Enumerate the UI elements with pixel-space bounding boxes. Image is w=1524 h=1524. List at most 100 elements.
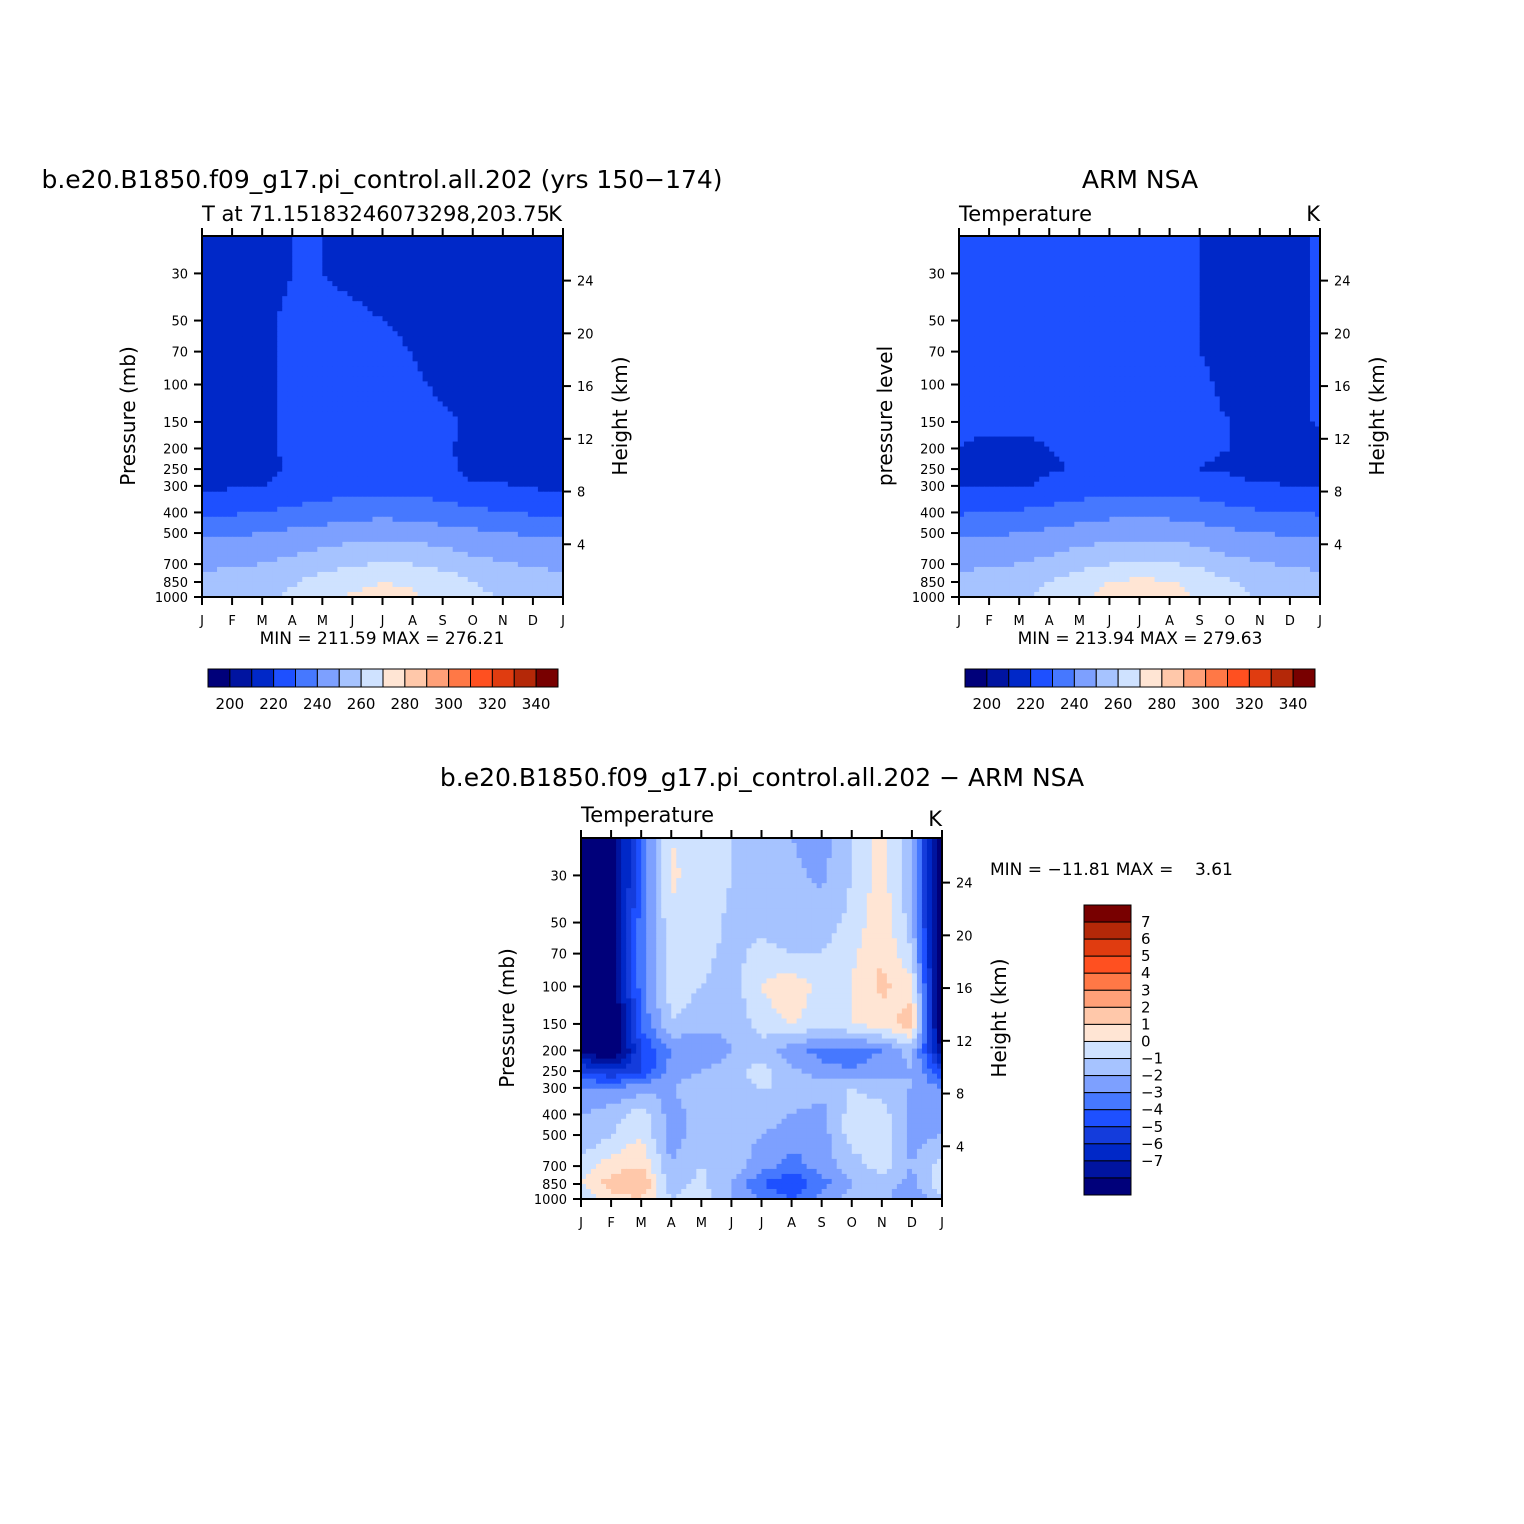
heatmap-cell bbox=[467, 286, 474, 292]
heatmap-cell bbox=[387, 351, 394, 357]
heatmap-cell bbox=[367, 241, 374, 247]
heatmap-cell bbox=[217, 576, 223, 583]
heatmap-cell bbox=[282, 331, 288, 337]
heatmap-cell bbox=[387, 361, 394, 367]
heatmap-cell bbox=[477, 366, 484, 372]
heatmap-cell bbox=[387, 451, 394, 458]
heatmap-cell bbox=[392, 411, 399, 418]
heatmap-cell bbox=[277, 526, 283, 533]
heatmap-cell bbox=[492, 271, 499, 277]
heatmap-cell bbox=[317, 436, 323, 443]
heatmap-cell bbox=[377, 366, 384, 372]
heatmap-cell bbox=[372, 331, 379, 337]
heatmap-cell bbox=[337, 381, 343, 388]
heatmap-cell bbox=[202, 546, 208, 553]
heatmap-cell bbox=[252, 366, 258, 372]
heatmap-cell bbox=[222, 341, 228, 347]
heatmap-cell bbox=[387, 491, 394, 498]
heatmap-cell bbox=[497, 486, 504, 493]
heatmap-cell bbox=[242, 311, 248, 317]
heatmap-cell bbox=[467, 341, 474, 347]
heatmap-cell bbox=[557, 341, 564, 347]
heatmap-cell bbox=[497, 566, 504, 573]
heatmap-cell bbox=[427, 551, 434, 558]
heatmap-cell bbox=[317, 351, 323, 357]
heatmap-cell bbox=[477, 391, 484, 398]
heatmap-cell bbox=[557, 266, 564, 272]
heatmap-cell bbox=[252, 506, 258, 513]
heatmap-cell bbox=[447, 566, 454, 573]
heatmap-cell bbox=[292, 576, 298, 583]
heatmap-cell bbox=[392, 551, 399, 558]
heatmap-cell bbox=[532, 436, 539, 443]
heatmap-cell bbox=[217, 526, 223, 533]
heatmap-cell bbox=[262, 366, 268, 372]
heatmap-cell bbox=[342, 266, 348, 272]
heatmap-cell bbox=[242, 566, 248, 573]
heatmap-cell bbox=[222, 396, 228, 403]
heatmap-cell bbox=[357, 386, 364, 393]
heatmap-cell bbox=[217, 401, 223, 408]
heatmap-cell bbox=[387, 291, 394, 297]
heatmap-cell bbox=[487, 576, 494, 583]
heatmap-cell bbox=[347, 396, 354, 403]
heatmap-cell bbox=[472, 301, 479, 307]
heatmap-cell bbox=[422, 236, 429, 242]
heatmap-cell bbox=[552, 261, 559, 267]
heatmap-cell bbox=[487, 251, 494, 257]
heatmap-cell bbox=[537, 281, 544, 287]
heatmap-cell bbox=[482, 306, 489, 312]
heatmap-cell bbox=[207, 426, 213, 433]
heatmap-cell bbox=[262, 251, 268, 257]
heatmap-cell bbox=[277, 441, 283, 448]
heatmap-cell bbox=[452, 336, 459, 342]
heatmap-cell bbox=[547, 506, 554, 513]
heatmap-cell bbox=[222, 501, 228, 508]
heatmap-cell bbox=[247, 396, 253, 403]
heatmap-cell bbox=[522, 381, 529, 388]
heatmap-cell bbox=[477, 451, 484, 458]
heatmap-cell bbox=[252, 501, 258, 508]
heatmap-cell bbox=[352, 236, 359, 242]
heatmap-cell bbox=[402, 451, 409, 458]
heatmap-cell bbox=[232, 536, 238, 543]
heatmap-cell bbox=[552, 456, 559, 463]
heatmap-cell bbox=[337, 316, 343, 322]
heatmap-cell bbox=[492, 431, 499, 438]
heatmap-cell bbox=[557, 246, 564, 252]
heatmap-cell bbox=[282, 496, 288, 503]
heatmap-cell bbox=[537, 571, 544, 578]
heatmap-cell bbox=[472, 396, 479, 403]
heatmap-cell bbox=[547, 486, 554, 493]
heatmap-cell bbox=[532, 311, 539, 317]
heatmap-cell bbox=[202, 346, 208, 352]
heatmap-cell bbox=[392, 576, 399, 583]
heatmap-cell bbox=[492, 306, 499, 312]
heatmap-cell bbox=[352, 501, 359, 508]
heatmap-cell bbox=[272, 291, 278, 297]
heatmap-cell bbox=[322, 411, 328, 418]
heatmap-cell bbox=[222, 481, 228, 488]
heatmap-cell bbox=[367, 316, 374, 322]
heatmap-cell bbox=[292, 491, 298, 498]
heatmap-cell bbox=[317, 431, 323, 438]
heatmap-cell bbox=[227, 521, 233, 528]
heatmap-cell bbox=[267, 246, 273, 252]
heatmap-cell bbox=[302, 566, 308, 573]
heatmap-cell bbox=[497, 556, 504, 563]
heatmap-cell bbox=[352, 441, 359, 448]
heatmap-cell bbox=[472, 446, 479, 453]
heatmap-cell bbox=[557, 556, 564, 563]
heatmap-cell bbox=[442, 321, 449, 327]
heatmap-cell bbox=[302, 431, 308, 438]
heatmap-cell bbox=[437, 306, 444, 312]
heatmap-cell bbox=[302, 291, 308, 297]
heatmap-cell bbox=[342, 506, 348, 513]
heatmap-cell bbox=[287, 511, 293, 518]
heatmap-cell bbox=[247, 446, 253, 453]
heatmap-cell bbox=[427, 476, 434, 483]
heatmap-cell bbox=[477, 561, 484, 568]
heatmap-cell bbox=[452, 366, 459, 372]
heatmap-cell bbox=[432, 406, 439, 413]
heatmap-cell bbox=[287, 371, 293, 377]
